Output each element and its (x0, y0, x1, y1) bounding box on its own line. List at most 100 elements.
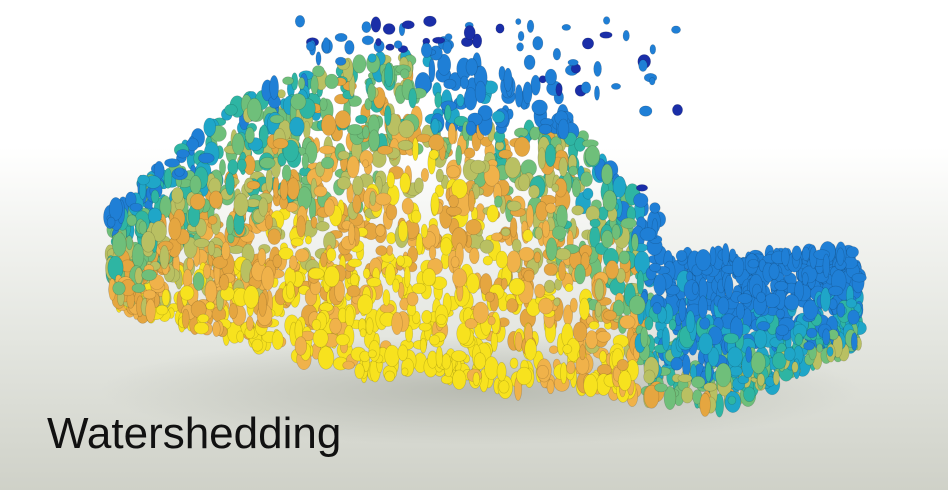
particle-blob (537, 147, 546, 170)
particle-blob (323, 265, 340, 288)
particle-blob (138, 220, 148, 235)
particle-blob (344, 305, 355, 328)
figure-caption: Watershedding (47, 409, 342, 458)
droplet-blob (622, 30, 630, 42)
particle-blob (397, 344, 409, 362)
particle-blob (420, 223, 429, 239)
particle-blob (125, 235, 133, 251)
particle-blob (846, 246, 859, 258)
particle-blob (513, 136, 531, 157)
particle-blob (236, 158, 247, 172)
particle-blob (174, 167, 185, 177)
particle-blob (323, 198, 335, 217)
particle-blob (569, 297, 578, 313)
particle-blob (715, 362, 732, 388)
droplet-blob (393, 40, 403, 49)
particle-blob (616, 359, 629, 371)
particle-blob (465, 219, 482, 236)
droplet-blob (444, 33, 453, 41)
particle-blob (399, 172, 411, 194)
particle-blob (448, 194, 459, 208)
particle-blob (141, 231, 156, 253)
particle-blob (585, 205, 600, 222)
droplet-blob (544, 68, 558, 86)
particle-blob (279, 178, 289, 201)
particle-blob (397, 220, 408, 242)
particle-blob (553, 297, 561, 307)
particle-blob (159, 245, 170, 270)
particle-blob (348, 222, 356, 246)
droplet-blob (552, 47, 562, 61)
particle-blob (428, 334, 440, 346)
particle-blob (108, 197, 123, 221)
particle-blob (320, 156, 335, 170)
particle-blob (487, 316, 496, 326)
droplet-blob (580, 81, 592, 94)
particle-blob (826, 346, 834, 357)
particle-blob (580, 171, 593, 187)
particle-blob (506, 298, 518, 313)
particle-blob (467, 189, 475, 212)
droplet-blob (401, 20, 415, 30)
particle-blob (472, 371, 480, 387)
particle-blob (317, 346, 335, 370)
droplet-blob (315, 51, 322, 66)
particle-blob (522, 81, 533, 105)
particle-blob (428, 58, 436, 83)
particle-blob (161, 288, 171, 307)
particle-blob (484, 291, 495, 303)
particle-blob (452, 268, 468, 288)
particle-blob (466, 272, 480, 294)
particle-blob (334, 110, 352, 129)
particle-blob (544, 144, 557, 168)
particle-blob (771, 352, 787, 370)
droplet-blob (671, 25, 681, 34)
particle-blob (164, 158, 180, 168)
particle-blob (246, 180, 261, 190)
particle-blob (321, 114, 337, 136)
particle-blob (396, 255, 405, 267)
particle-blob (319, 145, 336, 155)
particle-blob (486, 204, 499, 223)
particle-blob (601, 163, 613, 185)
particle-blob (724, 274, 734, 299)
particle-blob (717, 296, 730, 315)
particle-blob (319, 302, 334, 313)
particle-blob (678, 298, 687, 322)
particle-blob (397, 140, 414, 151)
particle-blob (588, 320, 600, 330)
particle-blob (534, 226, 543, 240)
particle-blob (225, 172, 235, 196)
particle-blob (620, 217, 637, 229)
particle-blob (365, 317, 374, 335)
particle-blob (498, 380, 510, 394)
particle-blob (529, 126, 541, 141)
particle-blob (415, 232, 424, 256)
particle-blob (633, 192, 649, 208)
particle-blob (197, 313, 210, 324)
particle-blob (599, 350, 607, 364)
droplet-blob (423, 15, 437, 27)
particle-blob (496, 362, 507, 382)
particle-blob (189, 193, 206, 210)
particle-blob (628, 295, 646, 315)
particle-blob (847, 309, 860, 325)
particle-blob (207, 240, 216, 256)
particle-blob (528, 184, 540, 199)
particle-blob (375, 245, 388, 256)
particle-blob (368, 129, 380, 152)
particle-blob (794, 280, 804, 302)
droplet-blob (567, 58, 579, 66)
particle-blob (362, 159, 369, 168)
particle-blob (364, 97, 373, 111)
particle-blob (514, 84, 524, 108)
particle-blob (269, 114, 285, 124)
particle-blob (663, 385, 677, 410)
particle-blob (601, 230, 614, 249)
particle-blob (455, 145, 463, 166)
particle-blob (285, 281, 295, 300)
particle-blob (435, 168, 444, 183)
particle-blob (456, 322, 471, 345)
particle-blob (349, 273, 360, 287)
